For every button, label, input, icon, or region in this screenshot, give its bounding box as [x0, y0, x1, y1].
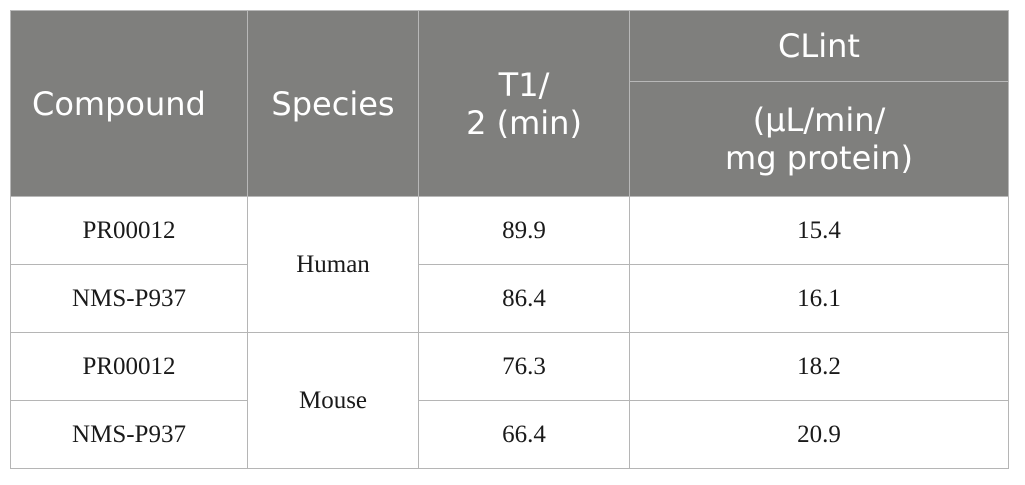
- cell-t-half: 86.4: [418, 264, 630, 333]
- cell-t-half: 89.9: [418, 196, 630, 265]
- header-t-half: T1/ 2 (min): [418, 10, 630, 197]
- cell-t-half: 76.3: [418, 332, 630, 401]
- cell-clint: 18.2: [629, 332, 1009, 401]
- table-row: NMS-P937 86.4 16.1: [10, 264, 1009, 333]
- header-compound: Compound: [10, 10, 248, 197]
- data-table-container: Compound Species T1/ 2 (min) CLint (µL/m…: [10, 10, 1009, 474]
- header-clint: CLint: [629, 10, 1009, 82]
- table-row: NMS-P937 66.4 20.9: [10, 400, 1009, 469]
- table-body: PR00012 Human 89.9 15.4 NMS-P937 86.4 16…: [10, 196, 1009, 469]
- header-clint-units: (µL/min/ mg protein): [629, 81, 1009, 197]
- table-row: PR00012 Human 89.9 15.4: [10, 196, 1009, 333]
- cell-compound: NMS-P937: [10, 264, 248, 333]
- table-header: Compound Species T1/ 2 (min) CLint (µL/m…: [10, 10, 1009, 197]
- table-row: PR00012 Mouse 76.3 18.2: [10, 332, 1009, 469]
- cell-compound: PR00012: [10, 196, 248, 265]
- cell-compound: PR00012: [10, 332, 248, 401]
- cell-species: Human: [247, 196, 419, 333]
- header-species: Species: [247, 10, 419, 197]
- cell-clint: 15.4: [629, 196, 1009, 265]
- cell-species: Mouse: [247, 332, 419, 469]
- cell-t-half: 66.4: [418, 400, 630, 469]
- metabolic-stability-table: Compound Species T1/ 2 (min) CLint (µL/m…: [10, 10, 1009, 469]
- cell-clint: 16.1: [629, 264, 1009, 333]
- cell-clint: 20.9: [629, 400, 1009, 469]
- cell-compound: NMS-P937: [10, 400, 248, 469]
